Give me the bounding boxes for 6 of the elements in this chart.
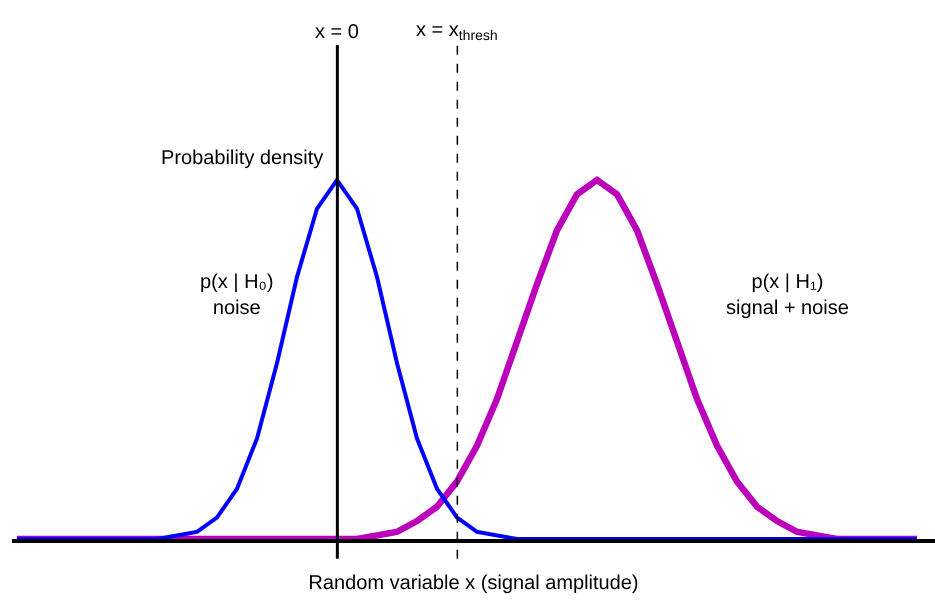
y-axis-title: Probability density: [161, 147, 324, 169]
text: x = 0: [315, 21, 359, 43]
text: p(x | H₁) signal + noise: [726, 271, 849, 319]
x-axis-title: Random variable x (signal amplitude): [308, 572, 639, 594]
text: x = x$_{thresh}$: [416, 19, 498, 44]
series-label: p(x | H₀) noise: [200, 271, 274, 319]
